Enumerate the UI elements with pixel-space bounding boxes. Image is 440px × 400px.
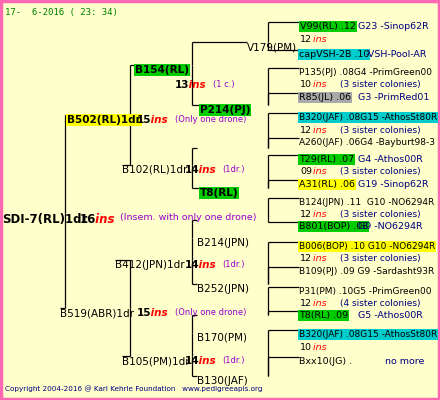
Text: (Only one drone): (Only one drone) [175, 308, 246, 317]
Text: ins: ins [147, 115, 168, 125]
Text: (1dr.): (1dr.) [222, 260, 245, 269]
Text: (3 sister colonies): (3 sister colonies) [340, 210, 421, 219]
Text: B502(RL)1dr: B502(RL)1dr [67, 115, 141, 125]
Text: P135(PJ) .08G4 -PrimGreen00: P135(PJ) .08G4 -PrimGreen00 [299, 68, 432, 77]
Text: B519(ABR)1dr: B519(ABR)1dr [60, 308, 134, 318]
Text: (3 sister colonies): (3 sister colonies) [340, 126, 421, 135]
Text: 09: 09 [300, 167, 312, 176]
Text: 12: 12 [300, 210, 312, 219]
Text: 15: 15 [137, 308, 151, 318]
Text: 16: 16 [80, 213, 96, 226]
Text: ins: ins [147, 308, 168, 318]
Text: G9 -NO6294R: G9 -NO6294R [358, 222, 423, 231]
Text: no more: no more [385, 357, 424, 366]
Text: T8(RL) .09: T8(RL) .09 [299, 311, 348, 320]
Text: B412(JPN)1dr: B412(JPN)1dr [115, 260, 185, 270]
Text: B801(BOP) .08: B801(BOP) .08 [299, 222, 368, 231]
Text: (1dr.): (1dr.) [222, 165, 245, 174]
Text: 12: 12 [300, 299, 312, 308]
Text: ins: ins [310, 126, 326, 135]
Text: Bxx10(JG) .: Bxx10(JG) . [299, 357, 352, 366]
Text: -VSH-Pool-AR: -VSH-Pool-AR [366, 50, 428, 59]
Text: A260(JAF) .06G4 -Bayburt98-3: A260(JAF) .06G4 -Bayburt98-3 [299, 138, 435, 147]
Text: 14: 14 [185, 165, 200, 175]
Text: R85(JL) .06: R85(JL) .06 [299, 93, 351, 102]
Text: 10: 10 [300, 343, 312, 352]
Text: ins: ins [310, 210, 326, 219]
Text: (Only one drone): (Only one drone) [175, 115, 246, 124]
Text: capVSH-2B .10: capVSH-2B .10 [299, 50, 369, 59]
Text: ins: ins [310, 299, 326, 308]
Text: A31(RL) .06: A31(RL) .06 [299, 180, 355, 189]
Text: T29(RL) .07: T29(RL) .07 [299, 155, 354, 164]
Text: B214(JPN): B214(JPN) [197, 238, 249, 248]
Text: B102(RL)1dr: B102(RL)1dr [122, 165, 187, 175]
Text: ins: ins [195, 356, 216, 366]
Text: P31(PM) .10G5 -PrimGreen00: P31(PM) .10G5 -PrimGreen00 [299, 287, 432, 296]
Text: (4 sister colonies): (4 sister colonies) [340, 299, 421, 308]
Text: 17-  6-2016 ( 23: 34): 17- 6-2016 ( 23: 34) [5, 8, 118, 17]
Text: ins: ins [310, 35, 326, 44]
Text: ins: ins [310, 343, 326, 352]
Text: T8(RL): T8(RL) [200, 188, 238, 198]
Text: G19 -Sinop62R: G19 -Sinop62R [358, 180, 429, 189]
Text: 12: 12 [300, 254, 312, 263]
Text: B130(JAF): B130(JAF) [197, 376, 248, 386]
Text: (3 sister colonies): (3 sister colonies) [340, 167, 421, 176]
Text: ins: ins [310, 167, 326, 176]
Text: V99(RL) .12: V99(RL) .12 [300, 22, 356, 31]
Text: G23 -Sinop62R: G23 -Sinop62R [358, 22, 429, 31]
Text: 15: 15 [137, 115, 151, 125]
Text: G3 -PrimRed01: G3 -PrimRed01 [358, 93, 429, 102]
Text: 10: 10 [300, 80, 312, 89]
Text: (Insem. with only one drone): (Insem. with only one drone) [120, 213, 257, 222]
Text: B109(PJ) .09 G9 -Sardasht93R: B109(PJ) .09 G9 -Sardasht93R [299, 267, 434, 276]
Text: B154(RL): B154(RL) [135, 65, 189, 75]
Text: B105(PM)1dr: B105(PM)1dr [122, 356, 190, 366]
Text: B170(PM): B170(PM) [197, 333, 247, 343]
Text: ins: ins [310, 254, 326, 263]
Text: 14: 14 [185, 356, 200, 366]
Text: P214(PJ): P214(PJ) [200, 105, 250, 115]
Text: (1 c.): (1 c.) [213, 80, 235, 89]
Text: B320(JAF) .08G15 -AthosSt80R: B320(JAF) .08G15 -AthosSt80R [299, 113, 437, 122]
Text: SDI-7(RL)1dr: SDI-7(RL)1dr [2, 213, 88, 226]
Text: B320(JAF) .08G15 -AthosSt80R: B320(JAF) .08G15 -AthosSt80R [299, 330, 437, 339]
Text: B006(BOP) .10 G10 -NO6294R: B006(BOP) .10 G10 -NO6294R [299, 242, 435, 251]
Text: ins: ins [91, 213, 114, 226]
Text: (3 sister colonies): (3 sister colonies) [340, 80, 421, 89]
Text: ins: ins [310, 80, 326, 89]
Text: B252(JPN): B252(JPN) [197, 284, 249, 294]
Text: (1dr.): (1dr.) [222, 356, 245, 365]
Text: 13: 13 [175, 80, 190, 90]
Text: B124(JPN) .11  G10 -NO6294R: B124(JPN) .11 G10 -NO6294R [299, 198, 434, 207]
Text: V179(PM): V179(PM) [247, 42, 297, 52]
Text: (3 sister colonies): (3 sister colonies) [340, 254, 421, 263]
Text: ins: ins [195, 260, 216, 270]
Text: Copyright 2004-2016 @ Karl Kehrle Foundation   www.pedigreeapis.org: Copyright 2004-2016 @ Karl Kehrle Founda… [5, 385, 263, 392]
Text: 12: 12 [300, 35, 312, 44]
Text: ins: ins [185, 80, 205, 90]
Text: 12: 12 [300, 126, 312, 135]
Text: ins: ins [195, 165, 216, 175]
Text: G5 -Athos00R: G5 -Athos00R [358, 311, 423, 320]
Text: G4 -Athos00R: G4 -Athos00R [358, 155, 423, 164]
Text: 14: 14 [185, 260, 200, 270]
